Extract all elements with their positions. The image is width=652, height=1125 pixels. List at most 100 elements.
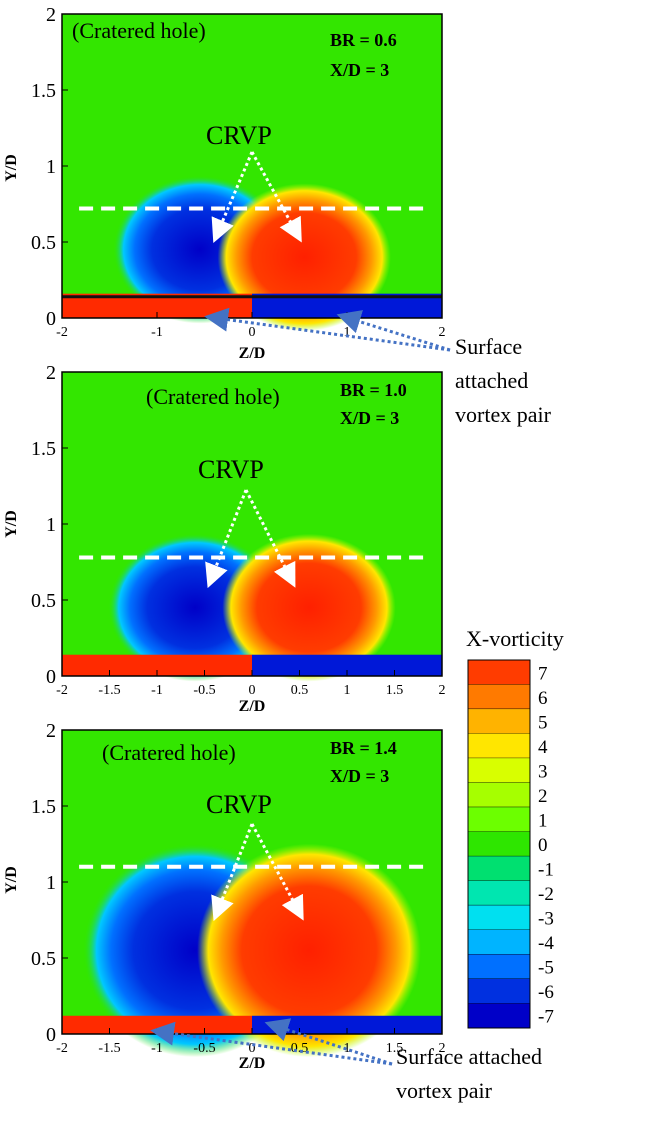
- y-tick-label: 1.5: [31, 438, 56, 460]
- x-tick-label: 1: [344, 1041, 351, 1056]
- panel-br-1-4: -2 -1.5 -1 -0.5 0 0.5 1 1.5 2 0 0.5 1 1.5 2 (Cratered…: [3, 720, 446, 1072]
- x-tick-label: 2: [439, 325, 446, 340]
- crvp-label: CRVP: [198, 455, 264, 484]
- colorbar-swatch: [468, 709, 530, 735]
- colorbar-swatch: [468, 929, 530, 955]
- y-tick-label: 0.5: [31, 232, 56, 254]
- x-tick-label: -1: [151, 1041, 163, 1056]
- colorbar-level-label: 0: [538, 835, 548, 856]
- panel-title: (Cratered hole): [102, 740, 236, 765]
- crvp-arrows: [205, 151, 304, 922]
- y-tick-label: 2: [46, 4, 56, 26]
- x-tick-label: 2: [439, 1041, 446, 1056]
- x-tick-label: -2: [56, 1041, 68, 1056]
- y-tick-label: 2: [46, 362, 56, 384]
- panel-br-1-0: -2 -1.5 -1 -0.5 0 0.5 1 1.5 2 0 0.5 1 1.5 2 (Cratered…: [3, 362, 446, 715]
- colorbar-swatch: [468, 660, 530, 686]
- surface-label-line3: vortex pair: [455, 402, 552, 427]
- surface-label-bottom-line1: Surface attached: [396, 1044, 542, 1069]
- x-tick-label: 0: [249, 325, 256, 340]
- y-tick-label: 1.5: [31, 796, 56, 818]
- x-axis-label: Z/D: [239, 698, 266, 715]
- surface-label-bottom-line2: vortex pair: [396, 1078, 493, 1103]
- colorbar-level-label: 2: [538, 786, 548, 807]
- x-tick-label: -1.5: [98, 683, 120, 698]
- colorbar-swatch: [468, 831, 530, 857]
- colorbar-swatch: [468, 954, 530, 980]
- y-axis-label: Y/D: [3, 154, 20, 182]
- y-tick-label: 0.5: [31, 590, 56, 612]
- x-tick-label: 1.5: [386, 1041, 404, 1056]
- br-label: BR = 0.6: [330, 30, 397, 50]
- colorbar-level-label: 3: [538, 761, 548, 782]
- surface-label-line2: attached: [455, 368, 528, 393]
- colorbar-level-label: 7: [538, 663, 548, 684]
- colorbar-level-label: -7: [538, 1007, 554, 1028]
- y-tick-label: 0: [46, 666, 56, 688]
- colorbar-level-label: -3: [538, 909, 554, 930]
- x-tick-label: 0.5: [291, 1041, 309, 1056]
- crvp-label: CRVP: [206, 790, 272, 819]
- colorbar-swatch: [468, 733, 530, 759]
- x-axis-label: Z/D: [239, 1055, 266, 1072]
- colorbar-swatch: [468, 1003, 530, 1029]
- x-tick-label: 1: [344, 325, 351, 340]
- y-tick-label: 1: [46, 514, 56, 536]
- colorbar-level-label: -2: [538, 884, 554, 905]
- y-axis-label: Y/D: [3, 866, 20, 894]
- y-tick-label: 0: [46, 308, 56, 330]
- panel-title: (Cratered hole): [72, 18, 206, 43]
- colorbar-title: X-vorticity: [466, 626, 564, 651]
- y-axis-label: Y/D: [3, 510, 20, 538]
- colorbar-swatch: [468, 880, 530, 906]
- panel-br-0-6: -2 -1 0 1 2 0 0.5 1 1.5 2 (Cratered hole) BR = 0.…: [3, 4, 446, 362]
- x-tick-label: 0: [249, 683, 256, 698]
- xd-label: X/D = 3: [330, 766, 389, 786]
- x-tick-label: 0.5: [291, 683, 309, 698]
- br-label: BR = 1.0: [340, 380, 407, 400]
- colorbar-level-label: -6: [538, 982, 554, 1003]
- colorbar-level-label: -1: [538, 860, 554, 881]
- x-tick-label: 0: [249, 1041, 256, 1056]
- xd-label: X/D = 3: [330, 60, 389, 80]
- colorbar-level-label: -5: [538, 958, 554, 979]
- y-tick-label: 1: [46, 872, 56, 894]
- colorbar-level-label: 5: [538, 712, 548, 733]
- x-tick-label: 2: [439, 683, 446, 698]
- x-tick-label: -2: [56, 683, 68, 698]
- surface-arrows: [150, 307, 451, 1066]
- xd-label: X/D = 3: [340, 408, 399, 428]
- crvp-label: CRVP: [206, 121, 272, 150]
- colorbar-level-label: 1: [538, 810, 548, 831]
- x-tick-label: -1: [151, 683, 163, 698]
- x-tick-label: -0.5: [193, 1041, 215, 1056]
- colorbar-swatch: [468, 856, 530, 882]
- colorbar-level-label: 6: [538, 688, 548, 709]
- x-tick-label: 1: [344, 683, 351, 698]
- colorbar-swatch: [468, 978, 530, 1004]
- surface-label-line1: Surface: [455, 334, 522, 359]
- y-tick-label: 0: [46, 1024, 56, 1046]
- panel-title: (Cratered hole): [146, 384, 280, 409]
- colorbar-swatch: [468, 807, 530, 833]
- br-label: BR = 1.4: [330, 738, 397, 758]
- y-tick-label: 1.5: [31, 80, 56, 102]
- colorbar-swatch: [468, 905, 530, 931]
- x-tick-label: 1.5: [386, 683, 404, 698]
- colorbar: X-vorticity 7 6 5 4 3 2 1 0 -1 -2 -3 -4 -5 -6 -7: [466, 626, 564, 1029]
- colorbar-level-label: 4: [538, 737, 548, 758]
- x-tick-label: -0.5: [193, 683, 215, 698]
- y-tick-label: 1: [46, 156, 56, 178]
- x-tick-label: -2: [56, 325, 68, 340]
- colorbar-swatch: [468, 758, 530, 784]
- y-tick-label: 0.5: [31, 948, 56, 970]
- x-tick-label: -1.5: [98, 1041, 120, 1056]
- colorbar-level-label: -4: [538, 933, 554, 954]
- colorbar-swatch: [468, 782, 530, 808]
- crvp-vortex: [222, 533, 396, 682]
- y-tick-label: 2: [46, 720, 56, 742]
- colorbar-frame: [467, 659, 531, 1029]
- x-tick-label: -1: [151, 325, 163, 340]
- x-axis-label: Z/D: [239, 345, 266, 362]
